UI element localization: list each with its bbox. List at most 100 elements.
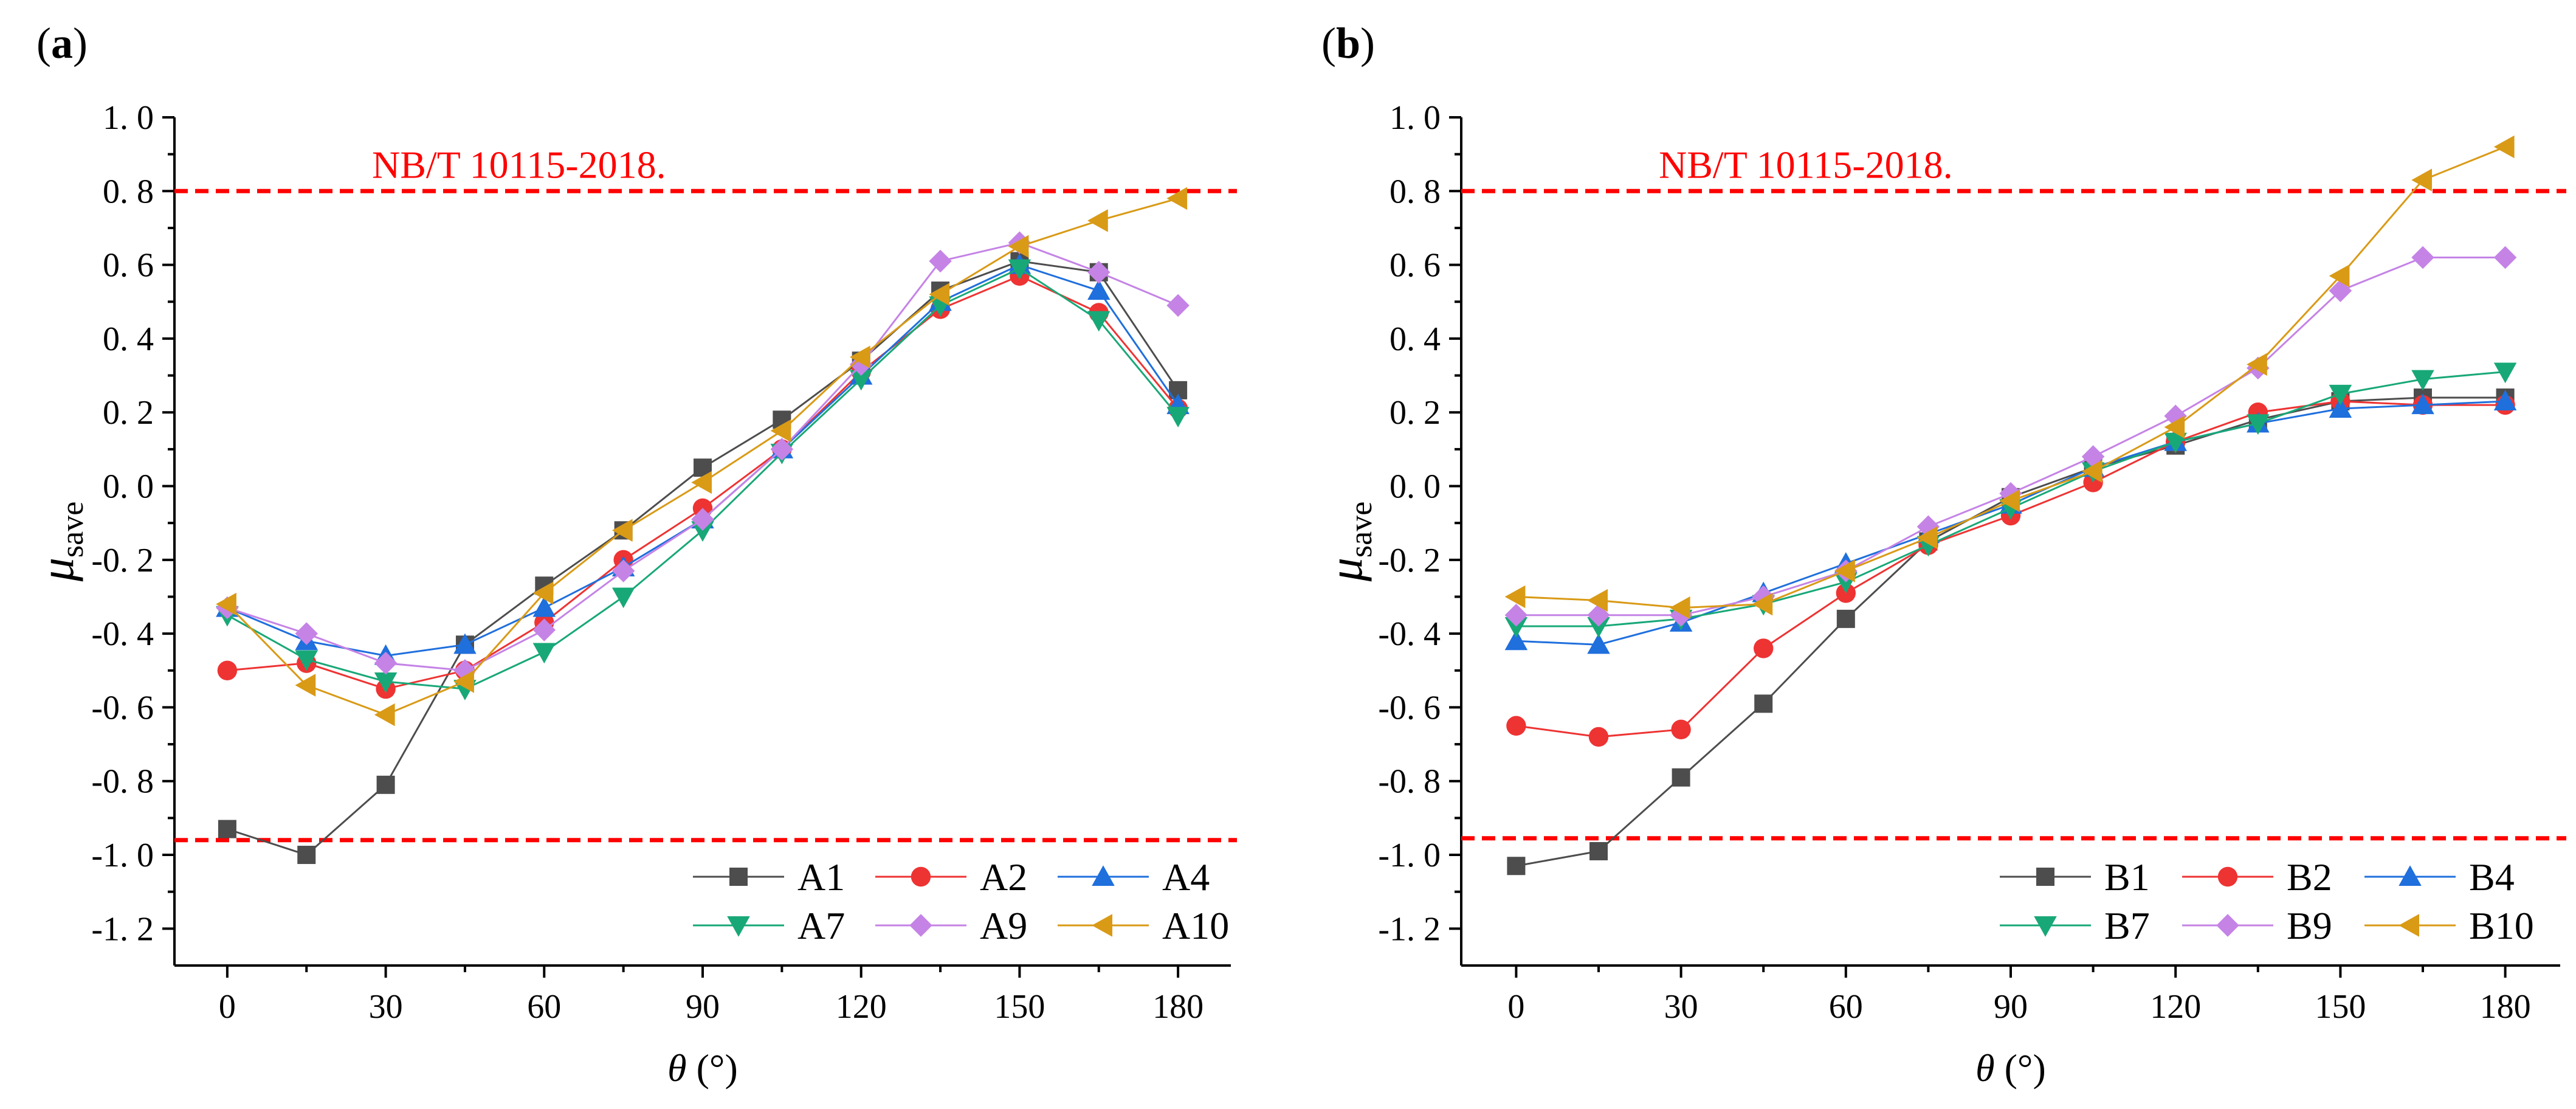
series-line-a9 [227,241,1179,672]
data-point-b1 [1836,609,1855,628]
legend-marker [909,914,932,937]
x-tick-label: 90 [1994,988,2028,1026]
data-point-a7 [691,521,714,542]
y-tick-label: -0. 2 [91,542,154,579]
series-line-a10 [226,197,1179,716]
data-point-a9 [770,438,794,461]
panel-a: (a) 1. 0 0. 8 0. 6 0. 4 0. 2 0. 0 -0. 2 -0. 4 -0.… [30,19,1237,1090]
reference-line-label: NB/T 10115-2018. [372,143,666,186]
data-point-b10 [1999,489,2020,513]
data-point-b1 [1754,694,1773,713]
series-line-b9 [1516,256,2505,617]
x-axis-title: θ (°) [1975,1046,2046,1090]
legend-marker [727,916,750,937]
data-point-b1 [1589,841,1608,860]
series-line-b10 [1516,146,2506,609]
x-tick-label: 120 [2150,988,2201,1026]
legend-label: A7 [797,904,845,947]
data-point-b4 [2493,390,2517,411]
y-tick-label: 1. 0 [103,99,154,137]
x-tick-label: 0 [1507,988,1524,1026]
y-tick-label: -0. 4 [1378,615,1441,653]
y-tick-label: -0. 6 [1378,689,1441,727]
data-point-b10 [1752,592,1773,616]
data-point-b9 [1504,604,1528,627]
data-point-a9 [1166,294,1190,317]
legend-label: A10 [1162,904,1229,947]
series-line-b2 [1516,400,2505,738]
data-point-b2 [1506,716,1526,736]
legend-marker [729,868,748,886]
data-point-a7 [1087,311,1111,332]
data-point-b7 [2164,432,2187,454]
panel-b: (b) 1. 0 0. 8 0. 6 0. 4 0. 2 0. 0 -0. 2 -0. 4 -0.… [1319,19,2566,1090]
y-tick-label: 0. 2 [103,394,154,432]
data-point-b4 [2411,393,2434,415]
legend-label: B9 [2287,904,2332,947]
data-point-a10 [1166,187,1188,210]
y-axis-title: μsave [1319,502,1379,582]
data-point-b7 [1587,617,1610,638]
legend-marker [2399,914,2419,937]
data-point-a1 [297,846,316,865]
data-point-a7 [532,643,556,664]
data-point-a10 [216,592,236,616]
data-point-a10 [770,419,791,443]
legend-marker [1092,865,1115,886]
data-point-b7 [2493,362,2517,384]
data-point-a4 [1087,279,1111,300]
data-point-a4 [453,633,477,654]
data-point-a10 [929,283,950,306]
legend-label: A4 [1162,855,1210,899]
data-point-a7 [611,587,635,609]
y-tick-label: 0. 0 [1390,468,1441,506]
reference-line-label: NB/T 10115-2018. [1659,143,1953,186]
legend-label: A9 [980,904,1027,947]
y-tick-label: -1. 2 [91,910,154,948]
legend-label: B10 [2469,904,2534,947]
data-point-b7 [2411,370,2434,391]
data-point-b10 [1834,559,1855,582]
x-tick-label: 180 [1152,988,1204,1026]
legend-marker [2217,866,2238,887]
x-tick-label: 90 [686,988,720,1026]
data-point-a10 [374,703,395,727]
y-tick-label: 1. 0 [1390,99,1441,137]
data-point-a7 [849,370,873,391]
data-point-a10 [295,674,316,697]
legend-label: B4 [2469,855,2515,899]
data-point-b4 [1504,629,1528,651]
series-line-b1 [1516,396,2505,867]
x-tick-label: 180 [2480,988,2531,1026]
data-point-b1 [1507,857,1526,876]
data-point-a10 [1087,209,1108,232]
data-point-a1 [218,820,236,838]
legend-marker [2034,916,2057,937]
y-tick-label: 0. 2 [1390,394,1441,432]
data-point-b2 [1754,638,1774,658]
data-point-b4 [2329,397,2352,418]
y-tick-label: 0. 4 [1390,320,1441,358]
data-point-b7 [2329,384,2352,406]
y-tick-label: -1. 2 [1378,910,1441,948]
x-tick-label: 0 [219,988,236,1026]
data-point-b10 [2411,168,2432,192]
legend-marker [2399,865,2422,886]
data-point-a1 [376,775,395,794]
legend-label: B7 [2104,904,2150,947]
x-tick-label: 120 [836,988,887,1026]
data-point-b10 [1917,526,1938,550]
data-point-a7 [1008,259,1031,280]
data-point-a7 [1166,407,1190,428]
legend-label: A1 [797,855,845,899]
y-tick-label: -0. 8 [91,763,154,801]
data-point-b10 [1669,596,1690,620]
data-point-a9 [611,559,635,582]
data-point-b9 [2493,246,2517,269]
y-tick-label: 0. 8 [103,173,154,210]
data-point-a9 [295,622,318,645]
legend-label: B2 [2287,855,2332,899]
legend-label: B1 [2104,855,2150,899]
y-tick-label: -0. 6 [91,689,154,727]
y-tick-label: 0. 6 [103,247,154,285]
